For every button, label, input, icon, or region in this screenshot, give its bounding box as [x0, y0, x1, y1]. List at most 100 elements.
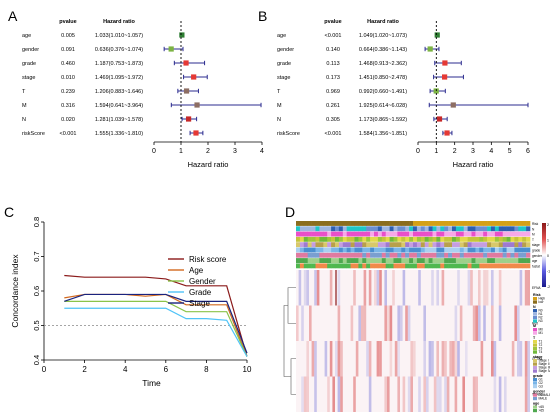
- annotation-cell: [483, 242, 488, 248]
- heatmap-cell: [441, 270, 445, 306]
- annotation-cell: [491, 221, 496, 226]
- annotation-cell: [459, 226, 464, 232]
- annotation-cell: [514, 221, 519, 226]
- annotation-cell: [424, 263, 429, 269]
- annotation-cell: [467, 263, 472, 269]
- heatmap-cell: [483, 305, 486, 341]
- annotation-cell: [331, 236, 336, 242]
- annotation-cell: [452, 247, 457, 253]
- annotation-cell: [296, 231, 301, 237]
- annotation-cell: [463, 221, 468, 226]
- colorbar-tick: 2: [547, 223, 549, 227]
- row-label: stage: [277, 75, 290, 81]
- annotation-cell: [416, 226, 422, 232]
- legend-swatch: [533, 319, 537, 323]
- track-label: grade: [532, 249, 540, 253]
- legend-item-label: Stage III: [539, 366, 550, 370]
- annotation-cell: [381, 242, 386, 248]
- heatmap-cell: [483, 270, 486, 306]
- track-label: stage: [532, 243, 540, 247]
- annotation-cell: [467, 226, 472, 232]
- heatmap-cell: [527, 376, 530, 412]
- annotation-cell: [467, 258, 472, 263]
- hazard-ratio-header: Hazard ratio: [367, 19, 399, 25]
- heatmap-cell: [366, 341, 369, 377]
- annotation-cell: [436, 236, 441, 242]
- row-label: age: [277, 33, 286, 39]
- annotation-cell: [393, 258, 398, 263]
- annotation-cell: [455, 258, 461, 263]
- annotation-cell: [296, 242, 301, 248]
- hazard-point: [442, 60, 448, 66]
- annotation-cell: [307, 258, 312, 263]
- annotation-cell: [405, 236, 410, 242]
- annotation-cell: [455, 242, 461, 248]
- annotation-cell: [381, 231, 386, 237]
- row-pvalue: <0.001: [325, 131, 342, 137]
- annotation-cell: [463, 242, 468, 248]
- annotation-cell: [455, 226, 461, 232]
- annotation-cell: [346, 242, 351, 248]
- annotation-cell: [299, 226, 305, 232]
- annotation-cell: [409, 263, 414, 269]
- annotation-cell: [526, 226, 531, 232]
- heatmap-cell: [457, 341, 460, 377]
- annotation-cell: [518, 221, 523, 226]
- annotation-cell: [467, 242, 472, 248]
- annotation-cell: [510, 231, 515, 237]
- annotation-cell: [506, 263, 511, 269]
- heatmap-cell: [327, 376, 330, 412]
- heatmap-cell: [493, 341, 497, 377]
- heatmap-cell: [379, 341, 382, 377]
- annotation-cell: [436, 231, 441, 237]
- row-label: riskScore: [277, 131, 300, 137]
- annotation-cell: [436, 221, 441, 226]
- annotation-cell: [459, 263, 464, 269]
- colorbar-tick: 1: [547, 239, 549, 243]
- annotation-cell: [463, 252, 468, 258]
- annotation-cell: [409, 247, 414, 253]
- heatmap-cell: [384, 305, 387, 341]
- annotation-cell: [303, 236, 308, 242]
- annotation-cell: [370, 236, 375, 242]
- annotation-cell: [303, 221, 308, 226]
- hazard-point: [427, 46, 433, 52]
- annotation-cell: [319, 242, 324, 248]
- annotation-cell: [459, 252, 464, 258]
- heatmap-cell: [423, 305, 426, 341]
- annotation-cell: [494, 242, 500, 248]
- heatmap-cell: [423, 341, 426, 377]
- annotation-cell: [475, 258, 480, 263]
- annotation-cell: [424, 221, 429, 226]
- annotation-cell: [354, 258, 359, 263]
- legend-item-label: N2: [539, 316, 543, 320]
- annotation-cell: [346, 231, 351, 237]
- annotation-cell: [444, 236, 449, 242]
- row-pvalue: 0.316: [61, 103, 75, 109]
- annotation-cell: [362, 263, 367, 269]
- annotation-cell: [432, 247, 437, 253]
- annotation-cell: [494, 263, 500, 269]
- annotation-cell: [307, 236, 312, 242]
- heatmap-cell: [459, 305, 463, 341]
- heatmap-cell: [410, 376, 413, 412]
- annotation-cell: [338, 236, 344, 242]
- annotation-cell: [416, 252, 422, 258]
- row-pvalue: <0.001: [325, 33, 342, 39]
- annotation-cell: [444, 258, 449, 263]
- heatmap-cell: [368, 376, 372, 412]
- legend-label: Risk score: [189, 255, 227, 264]
- colorbar-tick: -2: [547, 285, 550, 289]
- annotation-cell: [346, 226, 351, 232]
- x-tick-label: 10: [243, 365, 252, 374]
- annotation-cell: [331, 242, 336, 248]
- annotation-cell: [420, 258, 425, 263]
- annotation-cell: [463, 231, 468, 237]
- heatmap-cell: [387, 376, 390, 412]
- annotation-cell: [385, 242, 390, 248]
- legend-item-label: M1: [539, 331, 544, 335]
- row-pvalue: 0.091: [61, 47, 75, 53]
- annotation-cell: [416, 221, 422, 226]
- annotation-cell: [358, 247, 363, 253]
- annotation-cell: [526, 236, 531, 242]
